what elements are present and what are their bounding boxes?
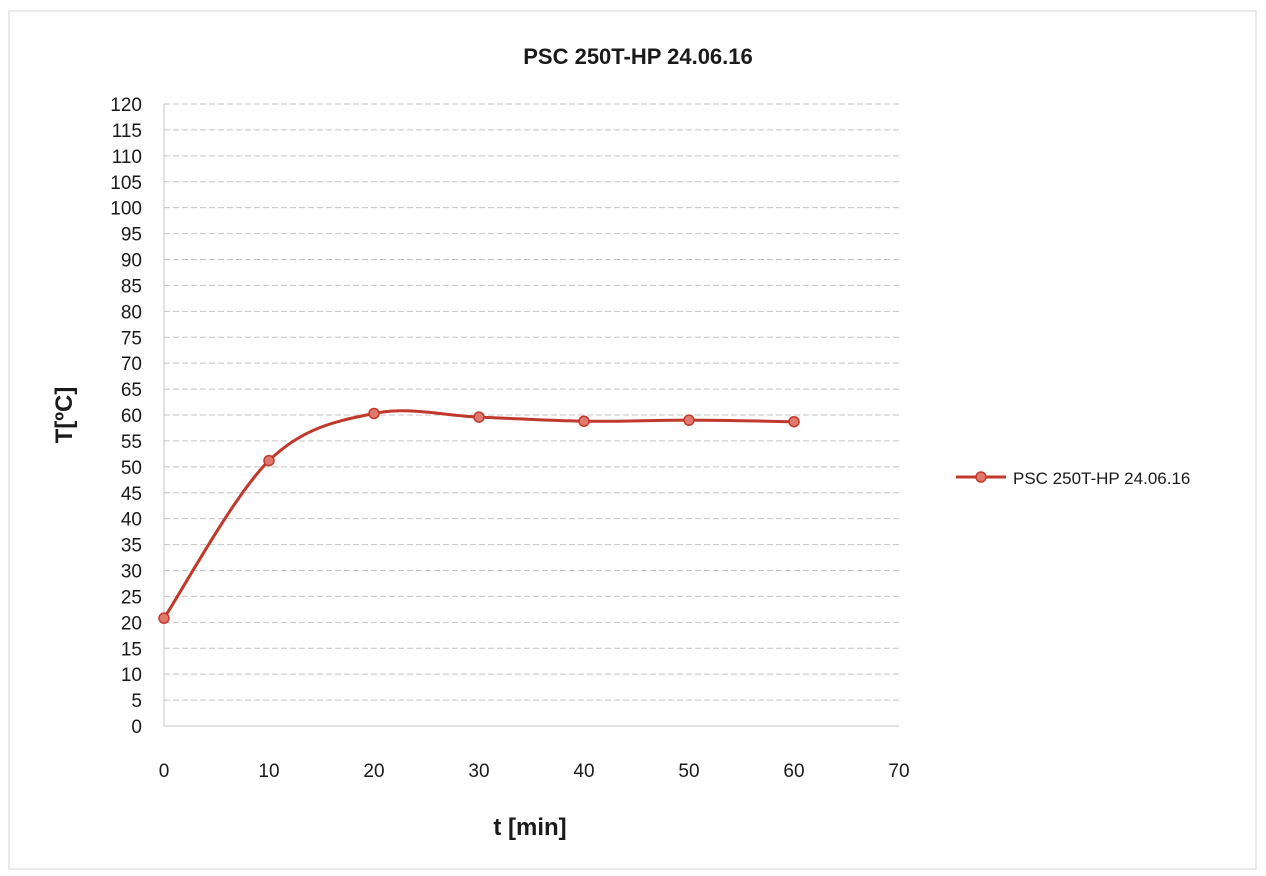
data-point: [579, 416, 589, 426]
legend-label: PSC 250T-HP 24.06.16: [1013, 469, 1190, 488]
y-axis-label: T[ºC]: [51, 387, 78, 444]
y-tick-label: 0: [131, 717, 142, 738]
data-point: [474, 412, 484, 422]
y-tick-label: 40: [121, 510, 142, 531]
y-tick-label: 10: [121, 665, 142, 686]
y-tick-label: 25: [121, 587, 142, 608]
chart-border: [9, 11, 1256, 869]
y-tick-label: 65: [121, 380, 142, 401]
y-tick-label: 15: [121, 639, 142, 660]
y-tick-label: 60: [121, 406, 142, 427]
y-tick-label: 100: [110, 199, 142, 220]
y-tick-label: 85: [121, 276, 142, 297]
y-tick-label: 5: [131, 691, 142, 712]
y-tick-label: 110: [112, 147, 142, 168]
data-point: [684, 415, 694, 425]
y-tick-label: 20: [121, 613, 142, 634]
y-tick-label: 50: [121, 458, 142, 479]
y-tick-label: 95: [121, 225, 142, 246]
y-tick-label: 105: [110, 173, 142, 194]
x-axis-label: t [min]: [493, 814, 566, 841]
data-point: [264, 456, 274, 466]
data-point: [369, 408, 379, 418]
y-tick-label: 75: [121, 328, 142, 349]
x-tick-label: 70: [888, 761, 909, 782]
legend-marker: [976, 472, 986, 482]
y-tick-label: 80: [121, 302, 142, 323]
x-tick-label: 0: [159, 761, 170, 782]
y-tick-label: 115: [112, 121, 142, 142]
y-tick-label: 120: [110, 95, 142, 116]
y-tick-label: 90: [121, 251, 142, 272]
x-tick-label: 20: [363, 761, 384, 782]
y-tick-label: 45: [121, 484, 142, 505]
y-tick-label: 70: [121, 354, 142, 375]
data-point: [159, 613, 169, 623]
x-tick-label: 30: [468, 761, 489, 782]
chart-title: PSC 250T-HP 24.06.16: [523, 44, 753, 69]
x-tick-label: 10: [258, 761, 279, 782]
data-point: [789, 417, 799, 427]
y-tick-label: 35: [121, 536, 142, 557]
y-tick-label: 30: [121, 562, 142, 583]
x-tick-label: 40: [573, 761, 594, 782]
x-tick-label: 60: [783, 761, 804, 782]
y-tick-label: 55: [121, 432, 142, 453]
x-tick-label: 50: [678, 761, 699, 782]
